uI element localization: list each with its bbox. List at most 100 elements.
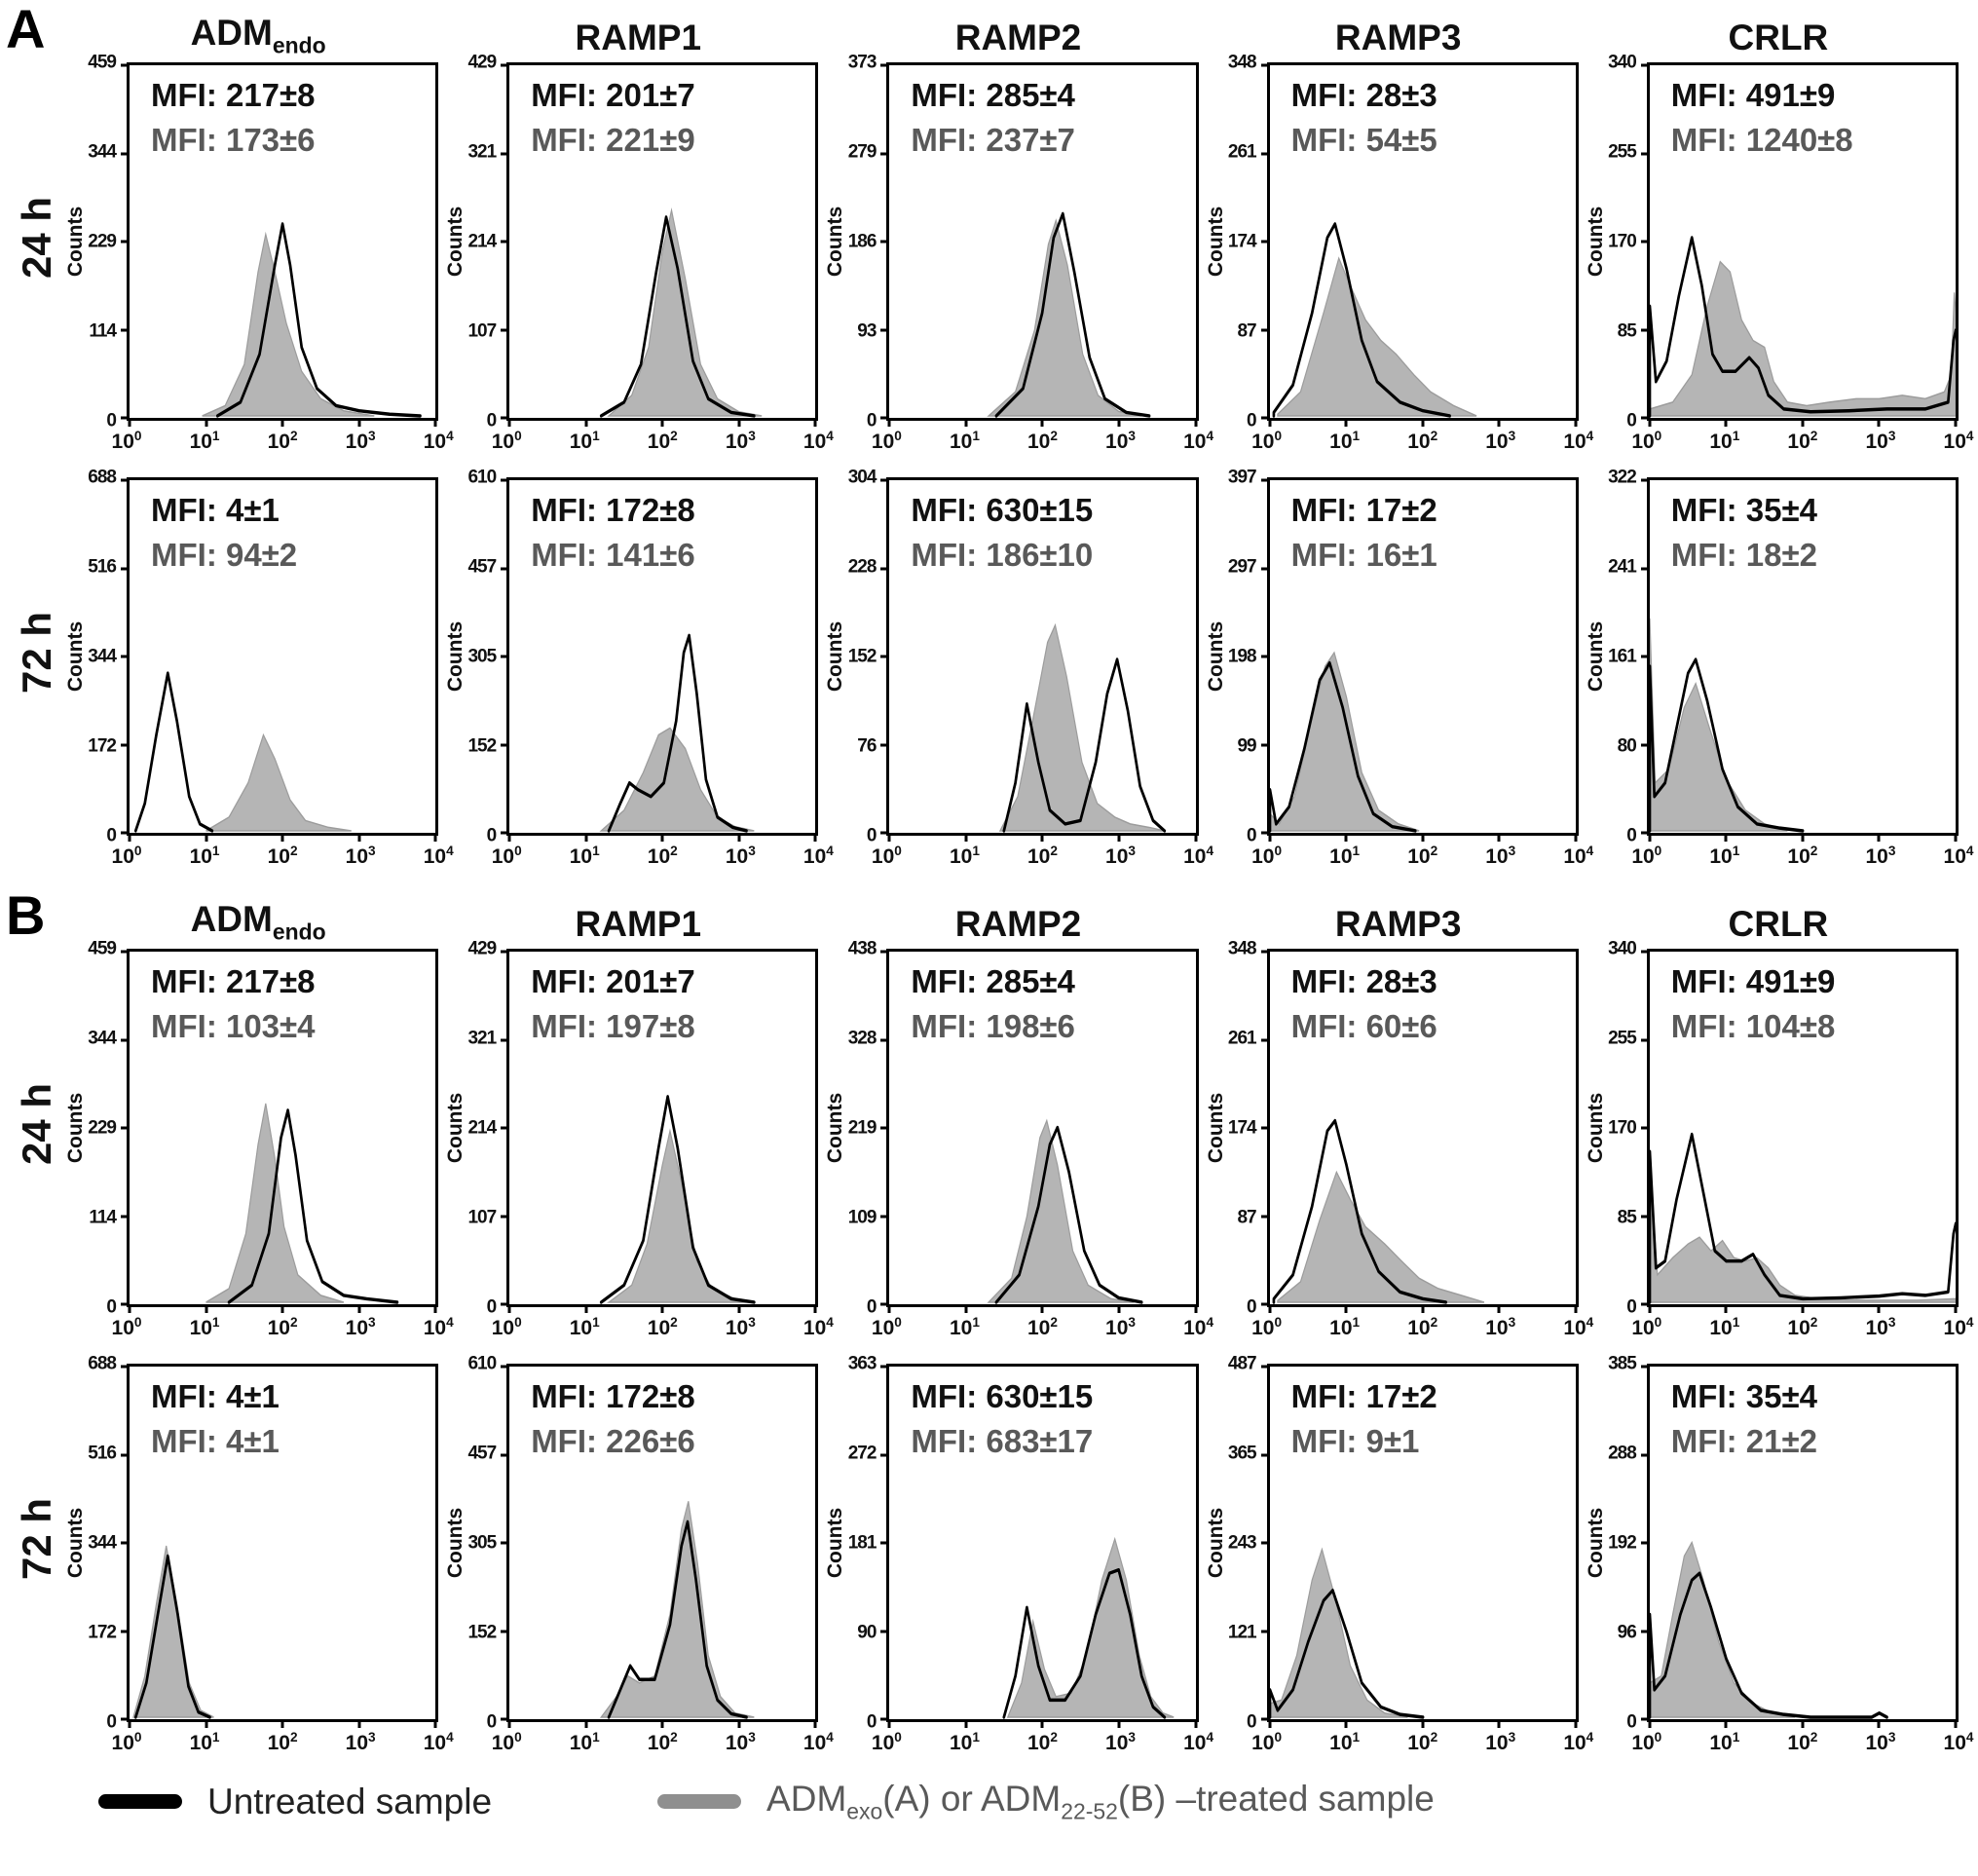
x-tick-mark (1040, 833, 1044, 842)
untreated-series (133, 671, 214, 833)
mfi-untreated-value: MFI: 491±9 (1670, 963, 1836, 999)
mfi-treated-value: MFI: 226±6 (531, 1422, 695, 1459)
column-title-subscript: endo (272, 919, 326, 944)
y-axis: Counts 487 365 243 121 0 (1205, 1355, 1267, 1732)
y-tick-label: 0 (1247, 1296, 1257, 1318)
mfi-treated-value: MFI: 186±10 (911, 536, 1094, 573)
x-tick-mark (128, 833, 131, 842)
y-tick-mark (1260, 240, 1270, 244)
x-tick-mark (357, 833, 361, 842)
x-tick-exponent: 4 (1965, 1730, 1974, 1745)
treated-series (987, 218, 1142, 417)
y-tick-label: 229 (88, 231, 117, 252)
x-tick-label: 104 (1563, 1315, 1594, 1339)
mfi-readout: MFI: 172±8 MFI: 226±6 (531, 1378, 695, 1460)
y-tick-label: 0 (866, 825, 877, 846)
mfi-readout: MFI: 201±7 MFI: 197±8 (531, 963, 695, 1045)
x-tick-exponent: 2 (1430, 429, 1438, 443)
x-tick-mark (1268, 1719, 1272, 1728)
y-tick-label: 321 (467, 1028, 497, 1049)
x-tick-label: 100 (491, 844, 522, 868)
x-tick-exponent: 2 (289, 1730, 298, 1745)
y-tick-mark (1260, 1302, 1270, 1306)
y-tick-mark (501, 1717, 510, 1721)
x-tick-label: 103 (345, 1730, 376, 1754)
plot-area: MFI: 491±9 MFI: 1240±8 (1640, 62, 1959, 427)
x-tick-mark (887, 833, 891, 842)
y-tick-mark (121, 63, 130, 67)
y-tick-label: 688 (88, 467, 117, 488)
x-tick-mark (205, 1304, 208, 1313)
x-tick-mark (1574, 1304, 1578, 1313)
untreated-series (215, 222, 422, 418)
mfi-treated-value: MFI: 221±9 (531, 121, 695, 158)
y-tick-label: 272 (847, 1443, 877, 1464)
y-tick-label: 170 (1608, 231, 1637, 252)
y-tick-label: 198 (1227, 646, 1257, 667)
x-tick-label: 100 (491, 1730, 522, 1754)
y-tick-label: 328 (847, 1028, 877, 1049)
y-tick-mark (880, 1126, 890, 1130)
x-tick-mark (964, 833, 968, 842)
x-tick-exponent: 4 (826, 1315, 834, 1330)
x-tick-mark (1497, 833, 1501, 842)
x-tick-mark (1344, 833, 1348, 842)
x-tick-label: 103 (1105, 844, 1137, 868)
x-tick-label: 104 (1563, 844, 1594, 868)
y-tick-label: 340 (1608, 52, 1637, 73)
x-tick-mark (128, 418, 131, 427)
x-tick-label: 100 (111, 429, 142, 453)
y-tick-label: 152 (467, 1622, 497, 1643)
plot-B-72h-RAMP3: Counts 487 365 243 121 0 MFI: 17±2 MFI: 9±1 … (1205, 1355, 1594, 1761)
panel-corner: A (6, 2, 68, 56)
row-label-cell: 24 h (6, 62, 68, 460)
x-tick-label: 104 (1943, 1315, 1974, 1339)
x-tick-label: 102 (1027, 1315, 1058, 1339)
y-tick-mark (501, 950, 510, 954)
x-tick-exponent: 4 (1586, 1730, 1594, 1745)
x-tick-exponent: 2 (1810, 1315, 1818, 1330)
y-tick-mark (501, 1215, 510, 1218)
x-tick-label: 102 (1407, 1730, 1438, 1754)
y-tick-mark (880, 63, 890, 67)
y-tick-mark (880, 1541, 890, 1545)
x-tick-exponent: 3 (1508, 1730, 1516, 1745)
x-tick-mark (1877, 1719, 1881, 1728)
y-tick-label: 214 (467, 231, 497, 252)
x-tick-label: 101 (1709, 1730, 1740, 1754)
x-tick-label: 100 (491, 429, 522, 453)
x-tick-mark (1268, 418, 1272, 427)
x-tick-mark (433, 1304, 437, 1313)
x-tick-exponent: 3 (1887, 1315, 1896, 1330)
y-axis-title: Counts (444, 206, 467, 278)
y-tick-mark (121, 655, 130, 658)
x-tick-mark (1040, 1304, 1044, 1313)
x-tick-mark (1117, 1304, 1121, 1313)
y-tick-label: 0 (106, 825, 117, 846)
x-tick-mark (813, 418, 817, 427)
treated-series (599, 727, 755, 832)
plot-area: MFI: 201±7 MFI: 221±9 (501, 62, 819, 427)
x-tick-exponent: 1 (1732, 1315, 1740, 1330)
x-tick-exponent: 1 (211, 1730, 220, 1745)
y-tick-label: 348 (1227, 52, 1257, 73)
y-tick-mark (501, 743, 510, 746)
x-tick-label: 104 (1183, 429, 1214, 453)
x-tick-mark (1344, 1719, 1348, 1728)
x-tick-exponent: 4 (446, 1315, 454, 1330)
plot-area: MFI: 491±9 MFI: 104±8 (1640, 949, 1959, 1313)
x-tick-label: 101 (1329, 1730, 1361, 1754)
y-tick-label: 181 (847, 1532, 877, 1554)
y-tick-label: 85 (1617, 1207, 1637, 1228)
x-tick-mark (1194, 1304, 1198, 1313)
x-tick-mark (1040, 418, 1044, 427)
y-tick-label: 0 (106, 410, 117, 431)
x-tick-label: 102 (267, 429, 298, 453)
y-tick-label: 109 (847, 1207, 877, 1228)
y-tick-label: 438 (847, 938, 877, 959)
x-tick-label: 102 (267, 1315, 298, 1339)
x-tick-mark (205, 833, 208, 842)
y-tick-mark (501, 567, 510, 570)
plot-area: MFI: 4±1 MFI: 94±2 (121, 477, 439, 842)
y-tick-mark (1640, 63, 1650, 67)
